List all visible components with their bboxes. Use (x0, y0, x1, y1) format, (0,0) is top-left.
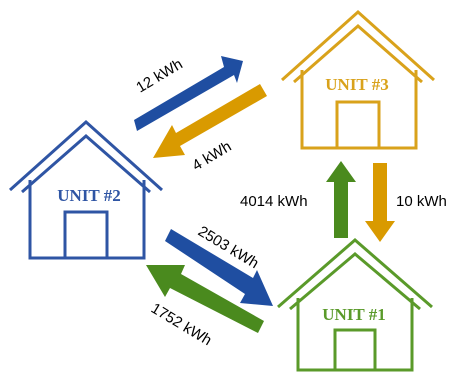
flow-label-unit2-to-unit3: 12 kWh (133, 56, 185, 97)
flow-label-unit1-to-unit2: 1752 kWh (148, 300, 215, 349)
arrow-unit2-to-unit1 (165, 229, 273, 306)
house-unit-3-roof-inner (293, 24, 423, 84)
house-unit-3-wall (300, 70, 418, 150)
house-unit-3-roof-outer (280, 9, 436, 82)
house-unit-1-roof-inner (289, 252, 421, 311)
arrow-unit3-to-unit1 (365, 163, 395, 242)
unit-3-label: UNIT #3 (325, 75, 388, 94)
house-unit-3 (280, 9, 436, 150)
arrow-unit2-to-unit3 (134, 56, 243, 131)
house-unit-2-roof-outer (8, 119, 164, 192)
arrow-unit1-to-unit2 (146, 265, 264, 333)
house-unit-2-roof-inner (21, 134, 151, 194)
flow-label-unit1-to-unit3: 4014 kWh (240, 193, 308, 210)
house-unit-1-door (333, 328, 377, 370)
house-unit-3-door (335, 100, 381, 148)
house-unit-2-door (63, 210, 109, 258)
unit-2-label: UNIT #2 (57, 186, 120, 205)
arrow-unit1-to-unit3 (326, 161, 356, 238)
flow-label-unit3-to-unit1: 10 kWh (396, 193, 447, 210)
house-unit-2 (8, 119, 164, 260)
house-unit-1 (277, 238, 433, 372)
unit-1-label: UNIT #1 (322, 305, 385, 324)
house-unit-2-wall (28, 180, 146, 260)
arrow-unit3-to-unit2 (153, 84, 267, 158)
house-unit-1-wall (296, 298, 414, 372)
house-unit-1-roof-outer (277, 238, 433, 309)
flow-label-unit3-to-unit2: 4 kWh (189, 138, 234, 174)
